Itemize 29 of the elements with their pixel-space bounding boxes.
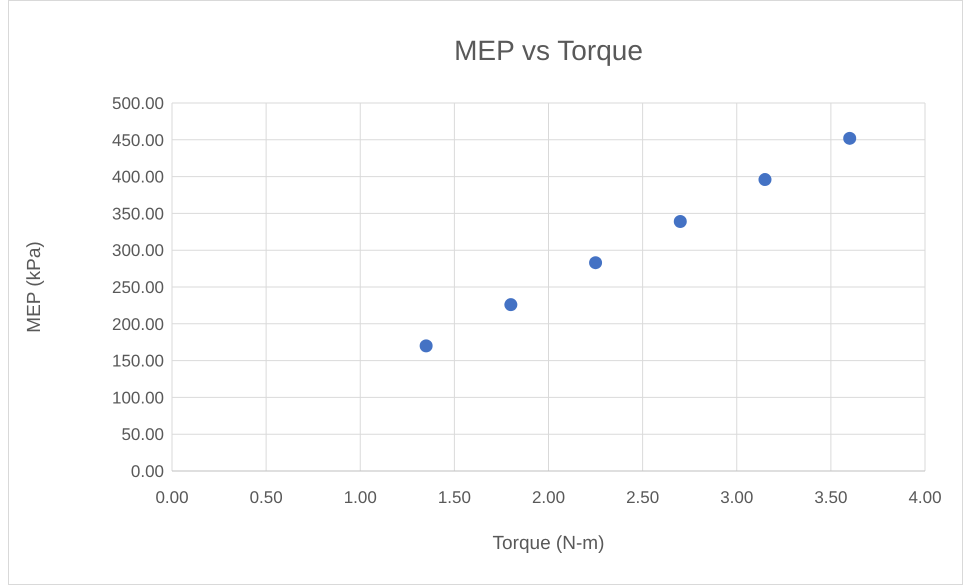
y-tick-label: 350.00 xyxy=(112,204,164,224)
point xyxy=(420,339,433,352)
point xyxy=(589,256,602,270)
y-tick-label: 100.00 xyxy=(112,388,164,408)
x-tick-label: 3.50 xyxy=(814,488,848,507)
x-tick-label: 3.00 xyxy=(720,488,754,507)
y-tick-label: 150.00 xyxy=(112,352,164,371)
x-axis-title: Torque (N-m) xyxy=(492,533,604,554)
y-tick-label: 450.00 xyxy=(112,130,164,150)
x-tick-label: 2.00 xyxy=(532,488,566,507)
x-tick-label: 2.50 xyxy=(626,488,660,507)
point xyxy=(674,214,687,228)
x-tick-label: 1.50 xyxy=(438,488,471,507)
y-tick-label: 500.00 xyxy=(112,94,164,113)
point xyxy=(504,298,518,312)
x-tick-label: 0.50 xyxy=(250,488,283,507)
y-axis-title: MEP (kPa) xyxy=(24,241,45,333)
y-tick-label: 50.00 xyxy=(121,425,164,444)
chart-title: MEP vs Torque xyxy=(454,35,643,66)
y-tick-label: 0.00 xyxy=(130,462,164,481)
y-tick-label: 200.00 xyxy=(112,314,164,334)
y-tick-label: 400.00 xyxy=(112,168,164,187)
x-tick-label: 4.00 xyxy=(908,488,942,507)
point xyxy=(843,132,856,145)
x-tick-label: 1.00 xyxy=(344,488,377,507)
y-tick-label: 250.00 xyxy=(112,278,164,297)
y-tick-label: 300.00 xyxy=(112,241,164,260)
x-tick-label: 0.00 xyxy=(155,488,189,507)
point xyxy=(758,173,772,186)
